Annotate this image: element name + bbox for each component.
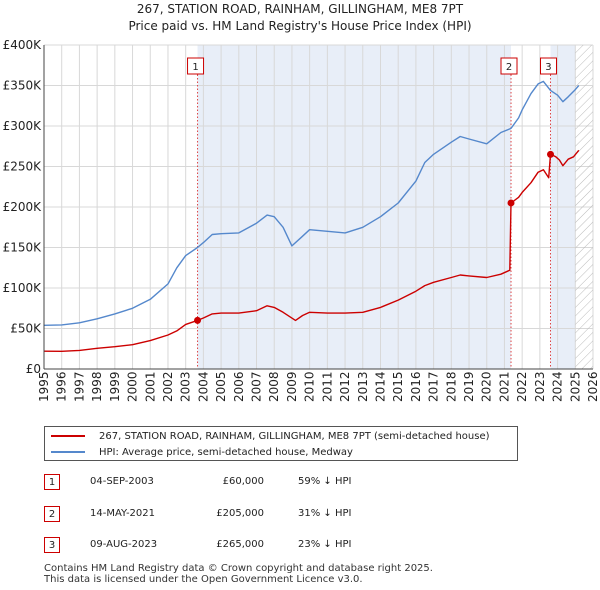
x-tick-label: 2023 — [533, 371, 547, 402]
sale-point-2 — [507, 199, 515, 207]
transaction-price: £205,000 — [216, 508, 264, 519]
x-tick-label: 2006 — [232, 371, 246, 402]
footer-copyright: Contains HM Land Registry data © Crown c… — [44, 563, 433, 574]
hpi-series-line — [43, 80, 580, 326]
x-tick-label: 2016 — [409, 371, 423, 402]
x-tick-label: 2000 — [126, 371, 140, 402]
footer: Contains HM Land Registry data © Crown c… — [44, 563, 433, 585]
y-tick-label: £400K — [3, 38, 43, 52]
transaction-date: 09-AUG-2023 — [90, 539, 158, 550]
y-tick-label: £300K — [3, 119, 43, 133]
x-tick-label: 2003 — [179, 371, 193, 402]
sale-point-1 — [194, 316, 202, 324]
x-tick-label: 2007 — [250, 371, 264, 402]
transaction-price: £60,000 — [222, 476, 264, 487]
transaction-hpi: 31% ↓ HPI — [298, 508, 352, 519]
y-tick-label: £150K — [3, 241, 43, 255]
x-tick-label: 2026 — [586, 371, 600, 402]
marker-box-frame — [539, 57, 557, 75]
x-tick-label: 1996 — [55, 371, 69, 402]
x-tick-label: 2017 — [427, 371, 441, 402]
footer-licence: This data is licensed under the Open Gov… — [44, 574, 363, 585]
transaction-price: £265,000 — [216, 539, 264, 550]
marker-box-frame — [187, 57, 205, 75]
sale-point-3 — [546, 150, 554, 158]
x-tick-label: 2015 — [391, 371, 405, 402]
y-tick-label: £0 — [26, 362, 41, 376]
legend-item-hpi: HPI: Average price, semi-detached house,… — [51, 445, 353, 459]
x-tick-label: 2012 — [338, 371, 352, 402]
transaction-row: 3 09-AUG-2023 £265,000 23% ↓ HPI — [44, 537, 464, 557]
transaction-row: 1 04-SEP-2003 £60,000 59% ↓ HPI — [44, 474, 464, 494]
y-tick-label: £350K — [3, 79, 43, 93]
legend-label-property: 267, STATION ROAD, RAINHAM, GILLINGHAM, … — [99, 430, 490, 442]
legend: 267, STATION ROAD, RAINHAM, GILLINGHAM, … — [44, 426, 518, 461]
transaction-number: 3 — [44, 537, 60, 553]
marker-box-frame — [500, 57, 518, 75]
transaction-row: 2 14-MAY-2021 £205,000 31% ↓ HPI — [44, 506, 464, 526]
x-tick-label: 1995 — [37, 371, 51, 402]
x-tick-label: 1999 — [108, 371, 122, 402]
price-chart: 1 2 3 £0 £50K £100K £150K £200K £250K £300K £350K… — [3, 38, 600, 402]
transaction-number: 2 — [44, 506, 60, 522]
marker-box-3: 3 — [539, 57, 557, 75]
transaction-hpi: 59% ↓ HPI — [298, 476, 352, 487]
x-tick-label: 2001 — [143, 371, 157, 402]
legend-swatch-hpi — [51, 451, 85, 453]
y-tick-label: £100K — [3, 281, 43, 295]
transaction-hpi: 23% ↓ HPI — [298, 539, 352, 550]
transaction-date: 14-MAY-2021 — [90, 508, 156, 519]
marker-box-label: 3 — [545, 62, 551, 73]
x-tick-label: 2022 — [515, 371, 529, 402]
x-tick-label: 2025 — [568, 371, 582, 402]
x-tick-label: 2019 — [462, 371, 476, 402]
x-tick-label: 2024 — [551, 371, 565, 402]
transaction-number: 1 — [44, 474, 60, 490]
y-tick-label: £200K — [3, 200, 43, 214]
legend-swatch-property — [51, 435, 85, 437]
x-tick-label: 2005 — [214, 371, 228, 402]
y-tick-label: £250K — [3, 160, 43, 174]
x-tick-label: 2014 — [373, 371, 387, 402]
title-line-1: 267, STATION ROAD, RAINHAM, GILLINGHAM, … — [136, 2, 464, 16]
x-tick-label: 2013 — [356, 371, 370, 402]
x-tick-label: 2020 — [480, 371, 494, 402]
x-tick-label: 2008 — [267, 371, 281, 402]
x-tick-label: 2002 — [161, 371, 175, 402]
marker-box-label: 1 — [192, 62, 198, 73]
legend-item-property: 267, STATION ROAD, RAINHAM, GILLINGHAM, … — [51, 429, 490, 443]
marker-box-label: 2 — [506, 62, 512, 73]
x-tick-label: 2018 — [444, 371, 458, 402]
title-line-2: Price paid vs. HM Land Registry's House … — [128, 19, 472, 33]
property-series-line — [43, 149, 580, 352]
forecast-hatch — [575, 45, 593, 369]
y-tick-label: £50K — [10, 322, 42, 336]
chart-title: 267, STATION ROAD, RAINHAM, GILLINGHAM, … — [0, 1, 600, 35]
x-tick-label: 2004 — [196, 371, 210, 402]
x-tick-label: 2011 — [320, 371, 334, 402]
x-tick-label: 2009 — [285, 371, 299, 402]
x-tick-label: 1998 — [90, 371, 104, 402]
marker-box-1: 1 — [187, 57, 205, 75]
marker-box-2: 2 — [500, 57, 518, 75]
x-tick-label: 1997 — [72, 371, 86, 402]
x-tick-label: 2021 — [497, 371, 511, 402]
x-tick-label: 2010 — [303, 371, 317, 402]
legend-label-hpi: HPI: Average price, semi-detached house,… — [99, 446, 353, 458]
transaction-date: 04-SEP-2003 — [90, 476, 154, 487]
